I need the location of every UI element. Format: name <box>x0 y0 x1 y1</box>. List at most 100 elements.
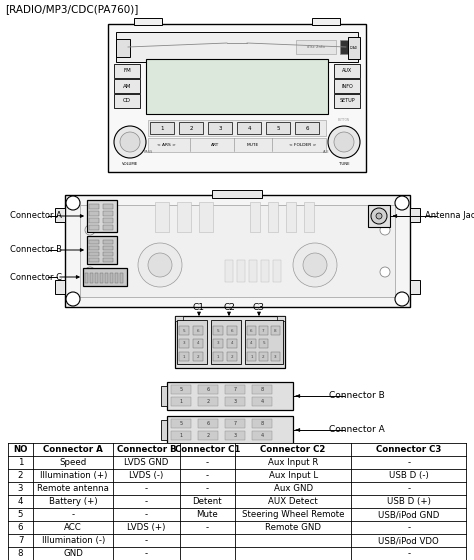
Bar <box>103 252 113 256</box>
Text: 2: 2 <box>207 399 210 404</box>
Bar <box>213 339 223 348</box>
Bar <box>227 352 237 361</box>
Text: 6: 6 <box>18 523 23 532</box>
Text: 3: 3 <box>233 433 237 438</box>
Text: 4: 4 <box>247 125 251 130</box>
Text: Connector C3: Connector C3 <box>376 445 441 454</box>
Bar <box>212 190 262 198</box>
Text: Connector B: Connector B <box>329 391 385 400</box>
Text: Connector B: Connector B <box>117 445 176 454</box>
Circle shape <box>85 225 95 235</box>
Text: 1: 1 <box>160 125 164 130</box>
Text: -: - <box>407 549 410 558</box>
Text: 3: 3 <box>274 354 277 358</box>
Bar <box>252 431 272 440</box>
Bar <box>250 202 260 232</box>
Bar <box>89 225 99 230</box>
Circle shape <box>380 267 390 277</box>
Bar <box>225 397 245 406</box>
Text: Connector C: Connector C <box>10 273 62 282</box>
Text: 6: 6 <box>250 329 253 333</box>
Text: USB/iPod GND: USB/iPod GND <box>378 510 439 519</box>
Text: C3: C3 <box>253 303 265 312</box>
Text: BASS: BASS <box>143 150 153 154</box>
Bar <box>252 419 272 428</box>
Text: -: - <box>206 523 209 532</box>
Bar <box>261 260 269 282</box>
Bar <box>225 431 245 440</box>
Text: AUX Detect: AUX Detect <box>268 497 318 506</box>
Bar <box>368 205 390 227</box>
Text: INFO: INFO <box>341 83 353 88</box>
Text: Aux GND: Aux GND <box>273 484 313 493</box>
Text: 1: 1 <box>180 433 182 438</box>
Text: AUX: AUX <box>342 68 352 73</box>
Text: -: - <box>145 484 148 493</box>
Text: -: - <box>145 497 148 506</box>
Text: 6: 6 <box>305 125 309 130</box>
Circle shape <box>395 292 409 306</box>
Circle shape <box>138 243 182 287</box>
Bar <box>225 260 233 282</box>
Text: Detent: Detent <box>192 497 222 506</box>
Bar <box>80 205 395 297</box>
Bar <box>148 138 326 152</box>
Text: LVDS (-): LVDS (-) <box>129 471 164 480</box>
Bar <box>266 122 290 134</box>
Bar <box>167 416 293 444</box>
Text: < FOLDER >: < FOLDER > <box>289 143 317 147</box>
Bar <box>225 419 245 428</box>
Text: LVDS (+): LVDS (+) <box>128 523 166 532</box>
Bar <box>103 204 113 209</box>
Bar <box>259 352 268 361</box>
Bar <box>100 273 103 283</box>
Bar <box>95 273 98 283</box>
Text: Connector A: Connector A <box>44 445 103 454</box>
Text: VOLUME: VOLUME <box>122 162 138 166</box>
Text: CD: CD <box>123 99 131 104</box>
Bar <box>89 211 99 216</box>
Text: 5: 5 <box>217 329 219 333</box>
Bar <box>115 273 118 283</box>
Bar <box>148 120 326 136</box>
Text: MUTE: MUTE <box>247 143 259 147</box>
Bar <box>277 316 285 321</box>
Text: 2: 2 <box>189 125 193 130</box>
Bar <box>179 339 189 348</box>
Bar <box>247 339 256 348</box>
Text: Connector C2: Connector C2 <box>260 445 326 454</box>
Text: Mute: Mute <box>196 510 218 519</box>
Text: 5: 5 <box>262 342 265 346</box>
Bar <box>179 326 189 335</box>
Bar <box>150 122 174 134</box>
Bar <box>237 122 261 134</box>
Bar <box>114 79 140 93</box>
Text: 1: 1 <box>180 399 182 404</box>
Text: 4: 4 <box>250 342 253 346</box>
Bar <box>89 218 99 223</box>
Text: 3: 3 <box>217 342 219 346</box>
Text: 8: 8 <box>274 329 277 333</box>
Bar <box>193 352 203 361</box>
Bar <box>198 431 218 440</box>
Circle shape <box>395 196 409 210</box>
Bar <box>103 218 113 223</box>
Circle shape <box>114 126 146 158</box>
Bar <box>110 273 113 283</box>
Bar <box>252 397 272 406</box>
Text: 5: 5 <box>276 125 280 130</box>
Text: C1: C1 <box>193 303 205 312</box>
Text: 2: 2 <box>197 354 199 358</box>
Bar <box>271 326 280 335</box>
Text: ACC: ACC <box>64 523 82 532</box>
Bar <box>295 122 319 134</box>
Bar <box>304 202 314 232</box>
Circle shape <box>328 126 360 158</box>
Bar <box>193 339 203 348</box>
Bar <box>237 260 245 282</box>
Bar <box>177 202 191 232</box>
Bar <box>90 273 93 283</box>
Bar <box>259 339 268 348</box>
Bar <box>252 385 272 394</box>
Text: 4: 4 <box>197 342 199 346</box>
